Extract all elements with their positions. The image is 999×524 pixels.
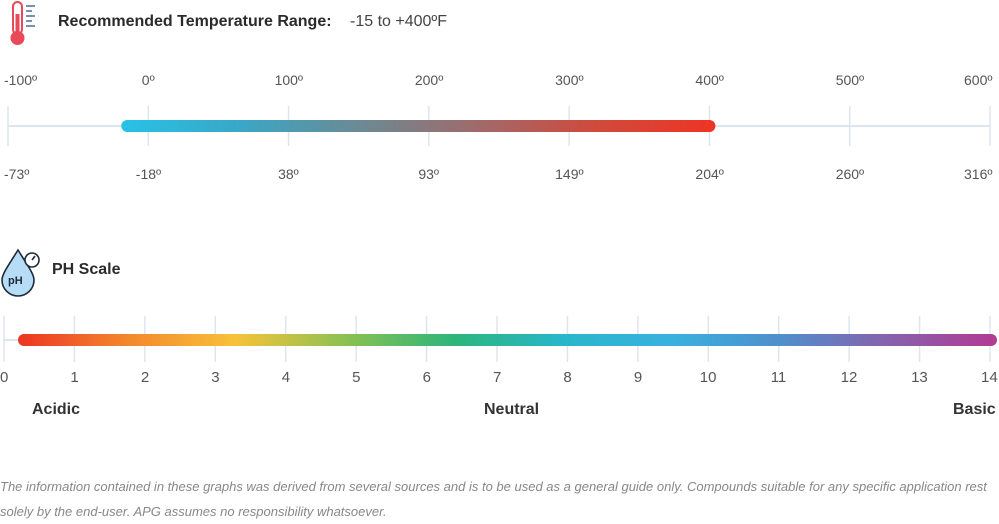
ph-number: 4 bbox=[281, 369, 291, 386]
fahrenheit-tick: -100º bbox=[4, 72, 38, 88]
temperature-range-bar bbox=[121, 120, 716, 132]
ph-number: 1 bbox=[70, 369, 79, 386]
ph-gradient-bar bbox=[18, 334, 997, 346]
fahrenheit-tick: 300º bbox=[555, 72, 584, 88]
ph-number: 8 bbox=[563, 369, 572, 386]
svg-text:pH: pH bbox=[8, 275, 23, 287]
ph-number: 13 bbox=[911, 369, 928, 386]
fahrenheit-tick: 500º bbox=[835, 72, 865, 88]
fahrenheit-tick: 200º bbox=[414, 72, 444, 88]
ph-number: 5 bbox=[352, 369, 361, 386]
ph-acidic-label: Acidic bbox=[32, 401, 81, 418]
celsius-tick: 93º bbox=[418, 166, 440, 182]
ph-number: 7 bbox=[493, 369, 502, 386]
ph-number: 0 bbox=[0, 369, 9, 386]
ph-number: 2 bbox=[140, 369, 150, 386]
celsius-tick: 204º bbox=[695, 166, 724, 182]
temperature-range-title: Recommended Temperature Range: bbox=[58, 13, 332, 30]
ph-number: 3 bbox=[211, 369, 220, 386]
fahrenheit-tick: 100º bbox=[274, 72, 304, 88]
celsius-tick: 316º bbox=[964, 166, 993, 182]
fahrenheit-tick: 600º bbox=[964, 72, 993, 88]
ph-scale-title: PH Scale bbox=[52, 261, 121, 278]
celsius-tick: 260º bbox=[835, 166, 865, 182]
ph-number: 6 bbox=[422, 369, 431, 386]
ph-number: 9 bbox=[633, 369, 643, 386]
temperature-range-value: -15 to +400ºF bbox=[350, 13, 448, 30]
ph-number: 10 bbox=[699, 369, 717, 386]
celsius-tick: 149º bbox=[555, 166, 584, 182]
ph-neutral-label: Neutral bbox=[484, 401, 540, 418]
ph-number: 14 bbox=[981, 369, 998, 386]
ph-number: 11 bbox=[770, 369, 787, 386]
ph-basic-label: Basic bbox=[953, 401, 996, 418]
fahrenheit-tick: 0º bbox=[141, 72, 155, 88]
fahrenheit-tick: 400º bbox=[695, 72, 724, 88]
disclaimer-footnote: The information contained in these graph… bbox=[0, 479, 987, 519]
ph-number: 12 bbox=[840, 369, 858, 386]
celsius-tick: -18º bbox=[135, 166, 162, 182]
celsius-tick: -73º bbox=[4, 166, 30, 182]
celsius-tick: 38º bbox=[278, 166, 299, 182]
